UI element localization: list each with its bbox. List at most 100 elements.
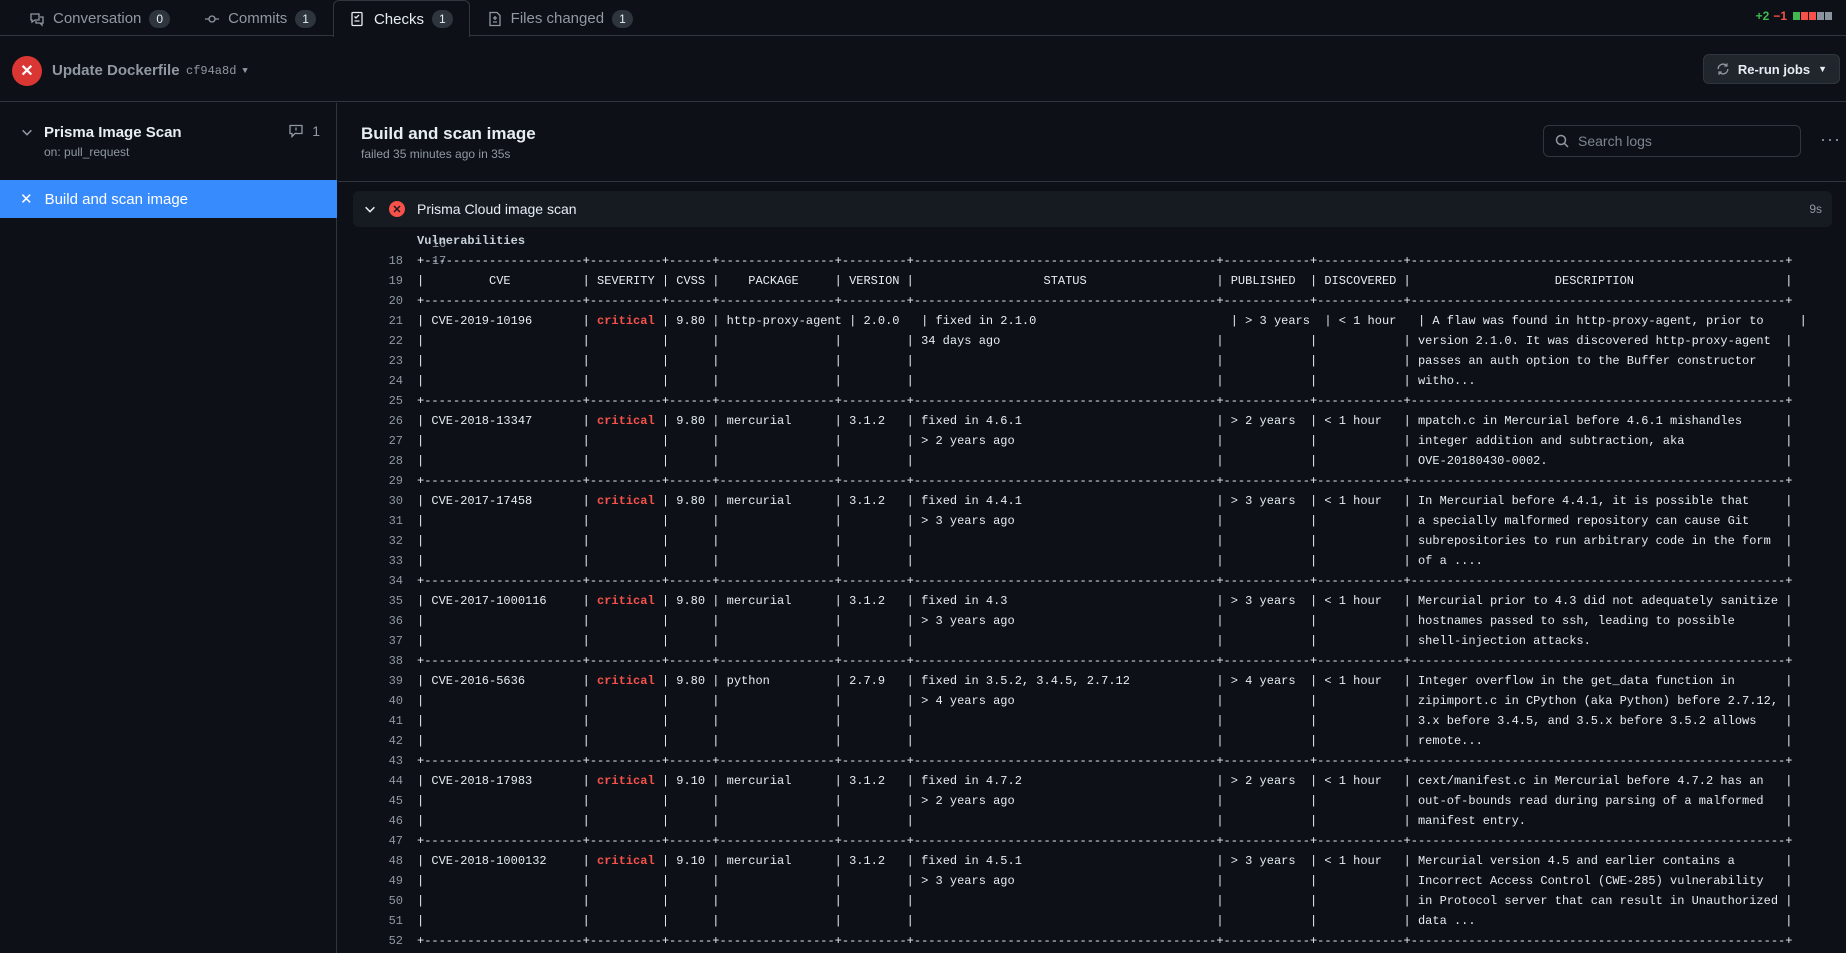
line-number[interactable]: 24 (388, 374, 403, 388)
log-line: 40 | | | | | | > 4 years ago | | | zipimp… (338, 691, 1838, 711)
rerun-jobs-button[interactable]: Re-run jobs ▼ (1702, 54, 1840, 84)
line-number[interactable]: 20 (388, 294, 403, 308)
run-title[interactable]: Update Dockerfile (52, 62, 180, 79)
line-number[interactable]: 49 (388, 874, 403, 888)
line-number[interactable]: 32 (388, 534, 403, 548)
line-number[interactable]: 22 (388, 334, 403, 348)
line-number[interactable]: 45 (388, 794, 403, 808)
log-line: 46 | | | | | | | | | manifest entry. | (338, 811, 1838, 831)
log-text: | CVE-2017-1000116 | critical | 9.80 | m… (417, 591, 1792, 611)
chevron-down-icon[interactable] (20, 125, 34, 139)
pr-tabs: Conversation 0 Commits 1 Checks 1 Files … (0, 0, 1846, 37)
severity-critical: critical (597, 594, 655, 608)
log-text: | | | | | | | | | subrepositories to run… (417, 534, 1793, 548)
line-number[interactable]: 21 (388, 314, 403, 328)
log-text-segment: | 9.80 | http-proxy-agent | 2.0.0 | fixe… (654, 314, 1807, 328)
kebab-horizontal-icon[interactable]: ··· (1820, 129, 1841, 149)
line-number[interactable]: 30 (388, 494, 403, 508)
log-text: +----------------------+----------+-----… (417, 294, 1793, 308)
line-number[interactable]: 19 (388, 274, 403, 288)
log-text: +----------------------+----------+-----… (417, 394, 1793, 408)
line-number[interactable]: 41 (388, 714, 403, 728)
log-line: 19 | CVE | SEVERITY | CVSS | PACKAGE | VE… (338, 271, 1838, 291)
log-line: 52 +----------------------+----------+---… (338, 931, 1838, 951)
line-number[interactable]: 40 (388, 694, 403, 708)
line-number[interactable]: 35 (388, 594, 403, 608)
tab-conversation[interactable]: Conversation 0 (0, 0, 187, 36)
line-number[interactable]: 50 (388, 894, 403, 908)
tab-commits[interactable]: Commits 1 (187, 0, 333, 36)
log-text: | | | | | | | | | shell-injection attack… (417, 634, 1793, 648)
line-number[interactable]: 26 (388, 414, 403, 428)
log-line: 36 | | | | | | > 3 years ago | | | hostna… (338, 611, 1838, 631)
log-line: 39 | CVE-2016-5636 | critical | 9.80 | py… (338, 671, 1838, 691)
x-icon: ✕ (20, 191, 33, 208)
log-line: 16 (338, 229, 1838, 251)
line-number[interactable]: 46 (388, 814, 403, 828)
annotations-link[interactable]: 1 (288, 123, 320, 139)
log-line: 49 | | | | | | > 3 years ago | | | Incorr… (338, 871, 1838, 891)
line-number[interactable]: 17 (431, 254, 447, 268)
workflow-name[interactable]: Prisma Image Scan (44, 124, 182, 141)
line-number[interactable]: 28 (388, 454, 403, 468)
sidebar-job-build-and-scan[interactable]: ✕ Build and scan image (0, 180, 337, 218)
log-text: | | | | | | | | | 3.x before 3.4.5, and … (417, 714, 1793, 728)
line-number[interactable]: 23 (388, 354, 403, 368)
line-number[interactable]: 47 (388, 834, 403, 848)
job-log-panel: Build and scan image failed 35 minutes a… (338, 103, 1846, 953)
log-text-segment: | CVE-2018-17983 | (417, 774, 598, 788)
workflow-sidebar: Prisma Image Scan on: pull_request 1 ✕ B… (0, 103, 337, 953)
severity-critical: critical (597, 674, 655, 688)
log-line: 35 | CVE-2017-1000116 | critical | 9.80 |… (338, 591, 1838, 611)
log-text: | | | | | | 34 days ago | | | version 2.… (417, 334, 1793, 348)
commit-sha-dropdown[interactable]: cf94a8d ▼ (186, 64, 248, 78)
line-number[interactable]: 29 (388, 474, 403, 488)
tab-checks[interactable]: Checks 1 (332, 0, 470, 37)
chevron-down-icon[interactable] (363, 202, 377, 216)
log-line: 33 | | | | | | | | | of a .... | (338, 551, 1838, 571)
log-text: | CVE-2017-17458 | critical | 9.80 | mer… (417, 491, 1792, 511)
severity-critical: critical (597, 414, 655, 428)
line-number[interactable]: 31 (388, 514, 403, 528)
line-number[interactable]: 36 (388, 614, 403, 628)
run-header: ✕ Update Dockerfile cf94a8d ▼ Re-run job… (0, 36, 1846, 102)
line-number[interactable]: 52 (388, 934, 403, 948)
line-number[interactable]: 42 (388, 734, 403, 748)
tab-label: Commits (228, 10, 288, 27)
line-number[interactable]: 44 (388, 774, 403, 788)
step-name: Prisma Cloud image scan (417, 201, 577, 217)
line-number[interactable]: 51 (388, 914, 403, 928)
log-line: 17 Vulnerabilities (338, 231, 1838, 268)
log-line: 24 | | | | | | | | | witho... | (338, 371, 1838, 391)
log-line: 34 +----------------------+----------+---… (338, 571, 1838, 591)
line-number[interactable]: 18 (388, 254, 403, 268)
severity-critical: critical (597, 774, 655, 788)
line-number[interactable]: 37 (388, 634, 403, 648)
line-number[interactable]: 43 (388, 754, 403, 768)
comment-discussion-icon (30, 12, 44, 27)
rerun-label: Re-run jobs (1737, 61, 1811, 77)
line-number[interactable]: 38 (388, 654, 403, 668)
log-text: | CVE-2018-13347 | critical | 9.80 | mer… (417, 411, 1792, 431)
log-text: | | | | | | > 3 years ago | | | Incorrec… (417, 874, 1793, 888)
log-text: | | | | | | | | | remote... | (417, 734, 1793, 748)
additions-count: +2 (1755, 9, 1770, 23)
step-header[interactable]: ✕ Prisma Cloud image scan 9s (353, 191, 1832, 227)
comment-icon (289, 124, 303, 139)
search-logs-input[interactable] (1578, 133, 1788, 149)
divider (338, 181, 1846, 182)
search-logs-box[interactable] (1543, 125, 1801, 157)
log-line: 47 +----------------------+----------+---… (338, 831, 1838, 851)
log-line: 21 | CVE-2019-10196 | critical | 9.80 | h… (338, 311, 1838, 331)
log-line: 30 | CVE-2017-17458 | critical | 9.80 | m… (338, 491, 1838, 511)
line-number[interactable]: 34 (388, 574, 403, 588)
log-line: 42 | | | | | | | | | remote... | (338, 731, 1838, 751)
line-number[interactable]: 39 (388, 674, 403, 688)
tab-files-changed[interactable]: Files changed 1 (470, 0, 650, 36)
log-line: 28 | | | | | | | | | OVE-20180430-0002. | (338, 451, 1838, 471)
line-number[interactable]: 33 (388, 554, 403, 568)
log-line: 48 | CVE-2018-1000132 | critical | 9.10 |… (338, 851, 1838, 871)
line-number[interactable]: 25 (388, 394, 403, 408)
line-number[interactable]: 27 (388, 434, 403, 448)
line-number[interactable]: 48 (388, 854, 403, 868)
